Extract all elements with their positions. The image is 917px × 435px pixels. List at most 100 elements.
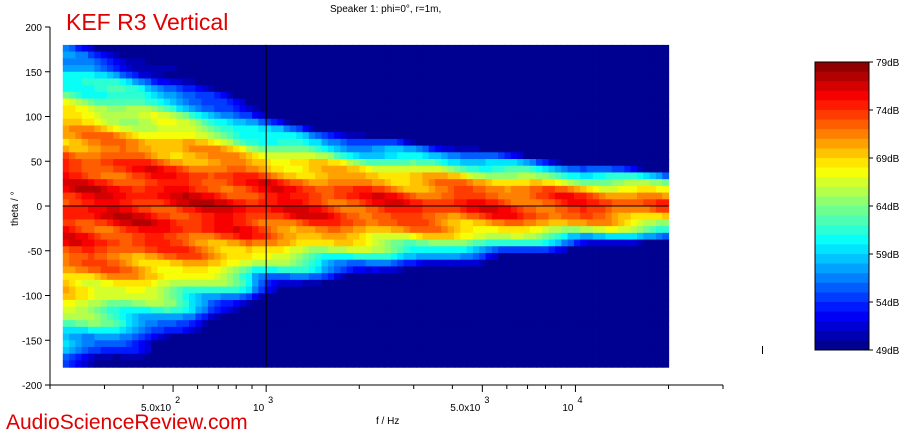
heatmap-cell [271,259,278,268]
heatmap-cell [353,51,360,59]
heatmap-cell [157,165,165,174]
heatmap-cell [416,313,424,321]
heatmap-cell [271,333,278,341]
heatmap-cell [485,306,493,314]
heatmap-cell [302,105,310,113]
heatmap-cell [447,125,455,133]
heatmap-cell [258,58,266,66]
heatmap-cell [649,346,657,355]
heatmap-cell [359,152,367,160]
heatmap-cell [239,98,247,106]
heatmap-cell [81,333,89,341]
x-tick-exponent: 3 [484,395,489,405]
heatmap-cell [397,44,405,53]
heatmap-cell [454,112,461,120]
heatmap-cell [226,91,234,100]
heatmap-cell [561,71,569,80]
heatmap-cell [510,252,518,261]
heatmap-cell [125,85,133,93]
heatmap-cell [599,273,607,281]
heatmap-cell [226,138,234,147]
heatmap-cell [586,320,594,328]
heatmap-cell [189,326,196,335]
heatmap-cell [428,266,436,274]
heatmap-cell [454,320,461,328]
heatmap-cell [529,132,537,140]
heatmap-cell [624,118,632,127]
heatmap-cell [529,85,537,93]
heatmap-cell [460,326,468,335]
heatmap-cell [517,232,525,241]
heatmap-cell [630,353,638,361]
heatmap-cell [289,252,297,261]
heatmap-cell [397,105,405,113]
heatmap-cell [334,85,342,93]
heatmap-cell [378,78,386,86]
heatmap-cell [548,320,556,328]
heatmap-cell [157,293,165,301]
heatmap-cell [113,58,121,66]
heatmap-cell [599,112,607,120]
heatmap-cell [365,259,373,268]
heatmap-cell [214,340,222,348]
heatmap-cell [416,226,424,234]
heatmap-cell [277,98,285,106]
heatmap-cell [346,85,354,93]
heatmap-cell [435,313,442,321]
heatmap-cell [106,252,114,261]
heatmap-cell [491,320,499,328]
heatmap-cell [252,165,259,174]
heatmap-cell [182,279,190,288]
heatmap-cell [371,266,379,274]
heatmap-cell [195,326,203,335]
heatmap-cell [643,192,651,200]
heatmap-cell [454,145,461,153]
heatmap-cell [271,105,278,113]
heatmap-cell [157,44,165,53]
heatmap-cell [289,246,297,254]
heatmap-cell [182,58,190,66]
heatmap-cell [69,138,77,147]
heatmap-cell [94,226,102,234]
heatmap-cell [144,333,152,341]
heatmap-cell [346,152,354,160]
heatmap-cell [176,105,184,113]
heatmap-cell [195,360,203,368]
heatmap-cell [397,219,405,227]
heatmap-cell [472,226,480,234]
heatmap-cell [144,132,152,140]
heatmap-cell [378,299,386,308]
heatmap-cell [586,212,594,221]
heatmap-cell [62,326,70,335]
heatmap-cell [170,51,177,59]
heatmap-cell [479,360,487,368]
heatmap-cell [62,246,70,254]
heatmap-cell [283,306,291,314]
heatmap-cell [359,118,367,127]
heatmap-cell [289,172,297,180]
heatmap-cell [100,159,108,167]
heatmap-cell [252,172,259,180]
heatmap-cell [599,333,607,341]
heatmap-cell [271,159,278,167]
heatmap-cell [94,132,102,140]
heatmap-cell [233,340,241,348]
heatmap-cell [113,266,121,274]
heatmap-cell [176,51,184,59]
heatmap-cell [599,326,607,335]
heatmap-cell [189,246,196,254]
heatmap-cell [397,112,405,120]
heatmap-cell [106,105,114,113]
heatmap-cell [662,212,670,221]
heatmap-cell [308,125,316,133]
heatmap-cell [138,44,146,53]
heatmap-cell [359,98,367,106]
heatmap-cell [353,152,360,160]
heatmap-cell [81,58,89,66]
heatmap-cell [264,91,272,100]
heatmap-cell [207,51,215,59]
heatmap-cell [466,199,474,207]
heatmap-cell [271,212,278,221]
heatmap-cell [599,192,607,200]
heatmap-cell [599,165,607,174]
